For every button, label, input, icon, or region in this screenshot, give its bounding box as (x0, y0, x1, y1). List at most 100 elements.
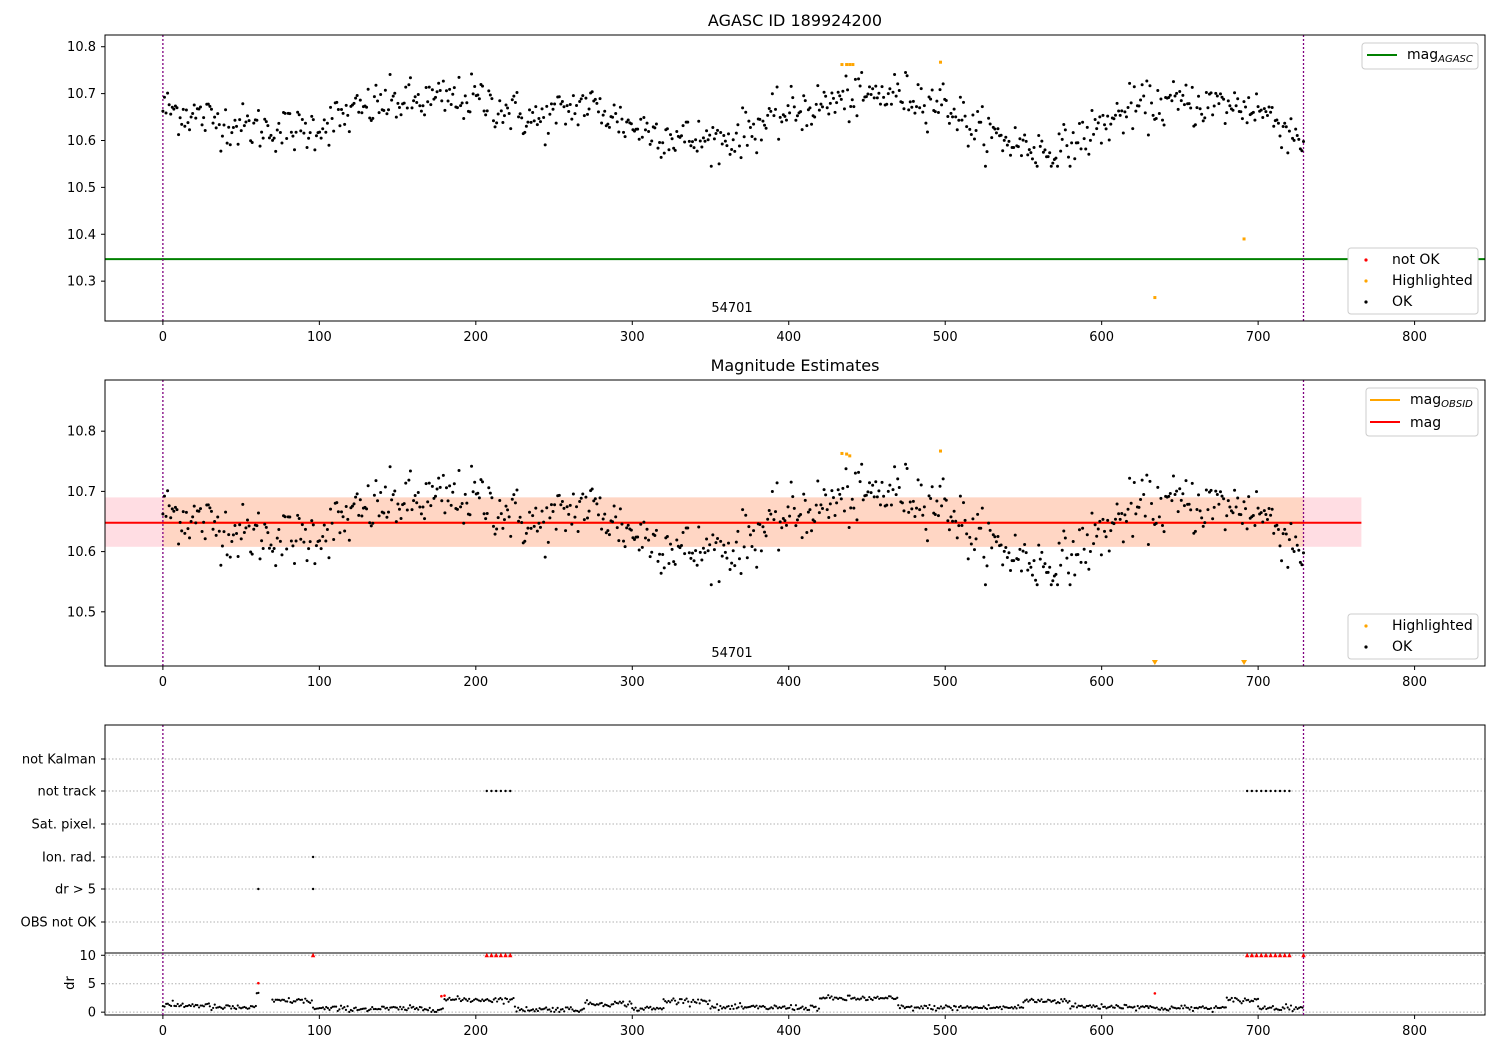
ok-point (842, 509, 846, 513)
ok-point (607, 533, 611, 537)
dr-ok-point (639, 1007, 642, 1010)
ok-point (640, 545, 644, 549)
ok-point (1004, 135, 1008, 139)
ok-point (590, 487, 594, 491)
ok-point (324, 130, 328, 134)
ok-point (531, 514, 535, 518)
ok-point (653, 533, 657, 537)
ok-point (831, 96, 835, 100)
dr-ok-point (448, 996, 451, 999)
ok-point (1245, 121, 1249, 125)
dr-not-ok-point (443, 994, 446, 997)
dr-ok-point (257, 991, 260, 994)
ok-point (667, 148, 671, 152)
ok-point (397, 105, 401, 109)
dr-ok-point (476, 998, 479, 1001)
dr-ok-point (178, 1005, 181, 1008)
dr-ok-point (1115, 1004, 1118, 1007)
ok-point (1076, 553, 1080, 557)
dr-ok-point (992, 1006, 995, 1009)
ok-point (999, 543, 1003, 547)
highlighted-point (848, 454, 852, 458)
ok-point (242, 124, 246, 128)
ok-point (601, 113, 605, 117)
ok-point (1030, 157, 1034, 161)
dr-ok-point (889, 995, 892, 998)
dr-ok-point (871, 998, 874, 1002)
ok-point (1034, 161, 1038, 165)
dr-ok-point (344, 1008, 348, 1011)
ok-point (1173, 493, 1177, 497)
dr-ok-point (535, 1008, 538, 1011)
dr-ok-point (597, 1003, 600, 1006)
dr-ok-point (397, 1008, 400, 1011)
ok-point (430, 88, 434, 92)
ok-point (473, 85, 477, 89)
ok-point (189, 519, 193, 523)
ok-point (491, 524, 495, 528)
dr-ok-point (948, 1005, 951, 1008)
dr-ok-point (934, 1009, 938, 1012)
dr-ok-point (500, 998, 504, 1001)
ok-point (600, 121, 604, 125)
dr-ok-point (405, 1009, 408, 1012)
ok-point (1280, 146, 1284, 150)
ok-point (553, 102, 557, 106)
dr-ok-point (495, 1000, 499, 1003)
ok-point (178, 520, 182, 524)
ok-point (510, 98, 514, 102)
dr-ok-point (440, 1008, 443, 1011)
dr-ok-point (625, 1005, 628, 1008)
dr-ok-point (230, 1007, 233, 1010)
ok-point (405, 106, 409, 110)
ok-point (719, 131, 723, 135)
ok-point (567, 512, 571, 516)
dr-ok-point (199, 1004, 202, 1007)
ok-point (258, 557, 262, 561)
dr-ok-point (990, 1006, 994, 1010)
ok-point (1032, 145, 1036, 149)
ok-point (419, 512, 423, 516)
ok-point (217, 529, 221, 533)
ok-point (427, 85, 431, 89)
dr-ok-point (1037, 998, 1040, 1001)
dr-ok-point (692, 998, 695, 1002)
dr-ok-point (1131, 1006, 1134, 1009)
ok-point (1157, 515, 1161, 519)
dr-ok-point (783, 1005, 786, 1008)
plot-area-light-curve: 10.310.410.510.610.710.80 100 200 300 400 500… (67, 35, 1485, 345)
ok-point (611, 115, 615, 119)
ok-point (1198, 107, 1202, 111)
obs-label-middle: 54701 (711, 646, 752, 661)
ok-point (548, 112, 552, 116)
ok-point (712, 137, 716, 141)
ok-point (1233, 91, 1237, 95)
ok-point (551, 107, 555, 111)
dr-ok-point (413, 1007, 417, 1011)
dr-ok-point (637, 1009, 640, 1012)
dr-ok-point (758, 1005, 761, 1008)
ok-point (559, 503, 563, 507)
ok-point (799, 513, 803, 517)
x-tick-label: 100 (307, 675, 332, 690)
ok-point (803, 498, 807, 502)
ok-point (250, 552, 254, 556)
ok-point (1096, 527, 1100, 531)
dr-ok-point (585, 999, 589, 1002)
ok-point (700, 558, 704, 562)
legend-label-highlighted: Highlighted (1392, 273, 1473, 289)
legend-bottom-magnitude-estimates: Highlighted OK (1347, 613, 1479, 660)
ok-point (658, 552, 662, 556)
ok-point (882, 95, 886, 99)
dr-ok-point (921, 1007, 925, 1010)
ok-point (604, 531, 608, 535)
ok-point (358, 98, 362, 102)
ok-point (322, 118, 326, 122)
x-tick-label: 700 (1246, 1024, 1271, 1039)
ok-point (244, 120, 248, 124)
ok-point (435, 90, 439, 94)
dr-ok-point (956, 1009, 959, 1012)
ok-point (463, 492, 467, 496)
ok-point (241, 502, 245, 506)
ok-point (324, 539, 328, 543)
